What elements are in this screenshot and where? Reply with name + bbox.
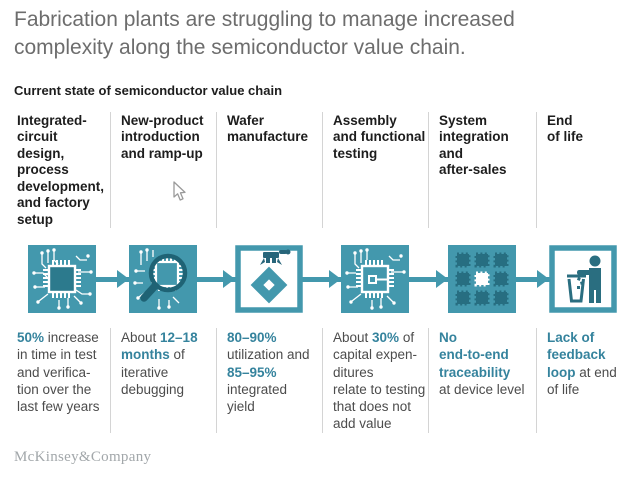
column-stat: Lack of feedback loop at end of life [536, 328, 630, 433]
icon-cell [14, 245, 110, 313]
column-stat: About 30% of capital expen- ditures rela… [322, 328, 428, 433]
chip-assembly-icon [341, 245, 409, 313]
icon-cell [110, 245, 216, 313]
column-icons [14, 245, 630, 313]
icon-cell [536, 245, 630, 313]
column-stats: 50% increase in time in test and verific… [14, 328, 630, 433]
column-headers: Integrated- circuit design, process deve… [14, 112, 630, 229]
brand-logo: McKinsey&Company [14, 449, 152, 465]
column-header: Assembly and functional testing [322, 112, 428, 229]
column-stat: 80–90% utilization and 85–95% integrated… [216, 328, 322, 433]
flow-arrow-icon [94, 270, 131, 288]
chart-subtitle: Current state of semiconductor value cha… [14, 83, 283, 98]
flow-arrow-icon [301, 270, 343, 288]
person-trash-icon [549, 245, 617, 313]
flow-arrow-icon [407, 270, 450, 288]
chip-magnifier-icon [129, 245, 197, 313]
chip-grid-icon [448, 245, 516, 313]
column-header: End of life [536, 112, 630, 229]
column-header: New-product introduction and ramp-up [110, 112, 216, 229]
icon-cell [216, 245, 322, 313]
icon-cell [322, 245, 428, 313]
chip-design-icon [28, 245, 96, 313]
wafer-gripper-icon [235, 245, 303, 313]
column-header: Integrated- circuit design, process deve… [17, 113, 105, 227]
column-header: Wafer manufacture [216, 112, 322, 229]
mouse-cursor-icon [173, 181, 186, 201]
icon-cell [428, 245, 536, 313]
column-stat: 50% increase in time in test and verific… [17, 330, 100, 415]
page-title: Fabrication plants are struggling to man… [14, 8, 515, 59]
flow-arrow-icon [514, 270, 551, 288]
column-stat: About 12–18 months of iterative debuggin… [110, 328, 216, 433]
column-stat: No end-to-end traceability at device lev… [428, 328, 536, 433]
column-header: System integration and after-sales [428, 112, 536, 229]
flow-arrow-icon [195, 270, 237, 288]
